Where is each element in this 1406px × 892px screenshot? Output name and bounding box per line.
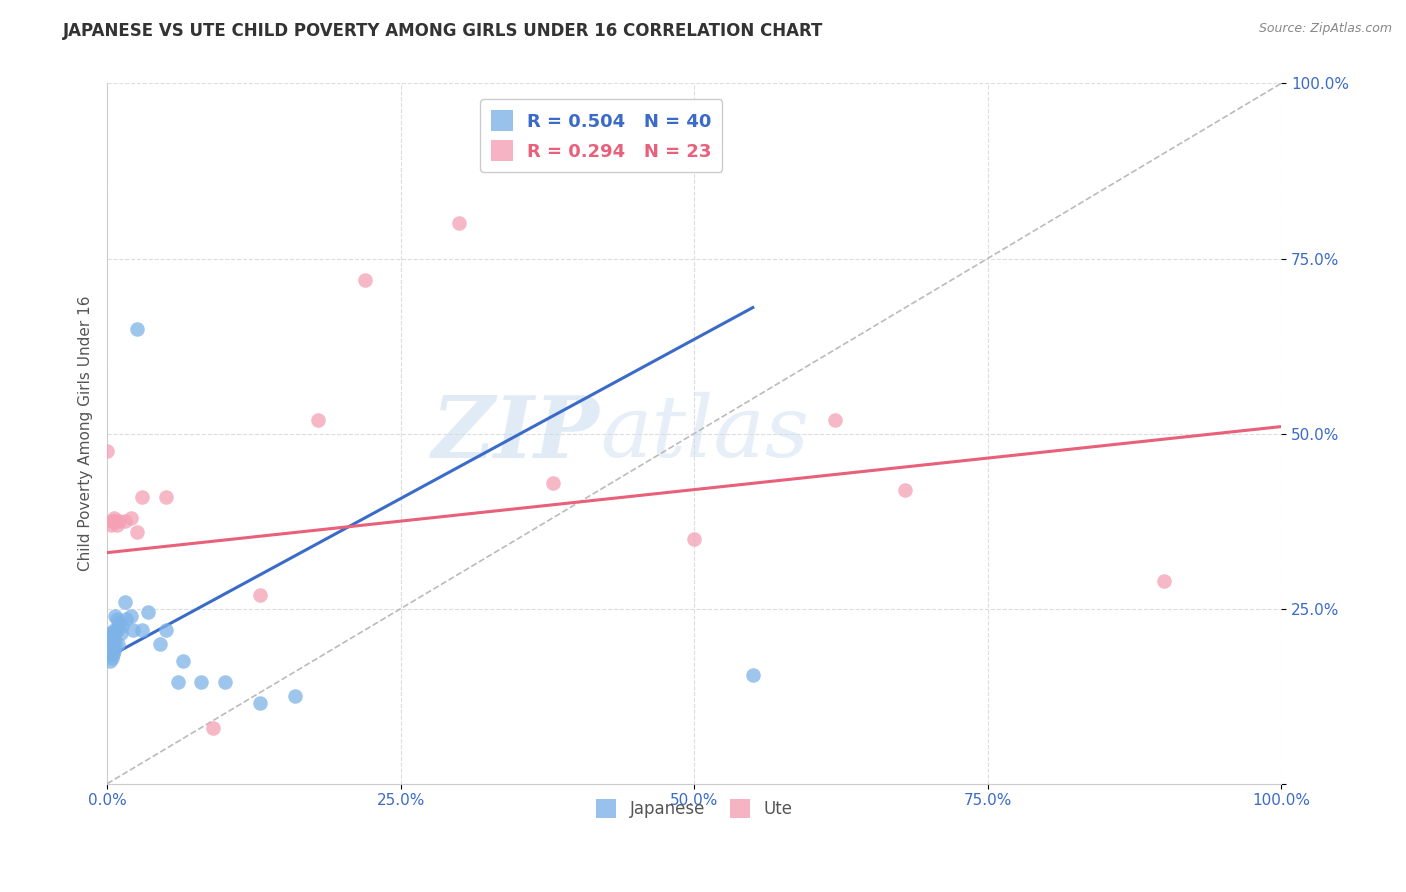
Point: [122, 623, 145, 637]
Point: [125, 321, 148, 335]
Point: [249, 696, 271, 710]
Text: Source: ZipAtlas.com: Source: ZipAtlas.com: [1258, 22, 1392, 36]
Point: [155, 623, 177, 637]
Point: [103, 623, 125, 637]
Point: [101, 637, 124, 651]
Legend: Japanese, Ute: Japanese, Ute: [589, 792, 799, 824]
Point: [105, 623, 128, 637]
Point: [104, 626, 127, 640]
Point: [131, 490, 153, 504]
Point: [101, 630, 124, 644]
Point: [541, 475, 564, 490]
Point: [104, 514, 127, 528]
Point: [115, 612, 138, 626]
Point: [155, 490, 177, 504]
Point: [98, 640, 121, 655]
Point: [104, 637, 127, 651]
Point: [149, 637, 172, 651]
Point: [214, 675, 236, 690]
Point: [101, 626, 124, 640]
Point: [190, 675, 212, 690]
Point: [125, 524, 148, 539]
Point: [354, 272, 377, 286]
Point: [110, 626, 132, 640]
Point: [111, 619, 134, 633]
Point: [894, 483, 917, 497]
Point: [120, 510, 142, 524]
Point: [103, 633, 125, 648]
Point: [824, 412, 846, 426]
Point: [683, 532, 706, 546]
Point: [100, 647, 122, 661]
Point: [100, 517, 122, 532]
Point: [249, 588, 271, 602]
Point: [101, 514, 124, 528]
Point: [308, 412, 330, 426]
Point: [114, 514, 136, 528]
Point: [100, 637, 122, 651]
Point: [201, 721, 224, 735]
Text: JAPANESE VS UTE CHILD POVERTY AMONG GIRLS UNDER 16 CORRELATION CHART: JAPANESE VS UTE CHILD POVERTY AMONG GIRL…: [63, 22, 824, 40]
Point: [166, 675, 188, 690]
Point: [104, 608, 127, 623]
Text: atlas: atlas: [600, 392, 810, 475]
Point: [96, 444, 118, 458]
Point: [1153, 574, 1175, 588]
Point: [108, 514, 131, 528]
Point: [131, 623, 153, 637]
Point: [98, 654, 121, 668]
Point: [120, 608, 142, 623]
Point: [284, 689, 307, 703]
Point: [105, 612, 128, 626]
Point: [449, 217, 471, 231]
Point: [100, 626, 122, 640]
Point: [741, 668, 763, 682]
Point: [101, 650, 124, 665]
Point: [105, 517, 128, 532]
Point: [172, 654, 194, 668]
Point: [108, 615, 131, 630]
Point: [107, 637, 129, 651]
Point: [101, 514, 124, 528]
Point: [101, 647, 124, 661]
Point: [136, 605, 159, 619]
Point: [114, 595, 136, 609]
Y-axis label: Child Poverty Among Girls Under 16: Child Poverty Among Girls Under 16: [79, 296, 93, 572]
Point: [103, 510, 125, 524]
Point: [101, 640, 124, 655]
Point: [98, 630, 121, 644]
Text: ZIP: ZIP: [432, 392, 600, 475]
Point: [103, 643, 125, 657]
